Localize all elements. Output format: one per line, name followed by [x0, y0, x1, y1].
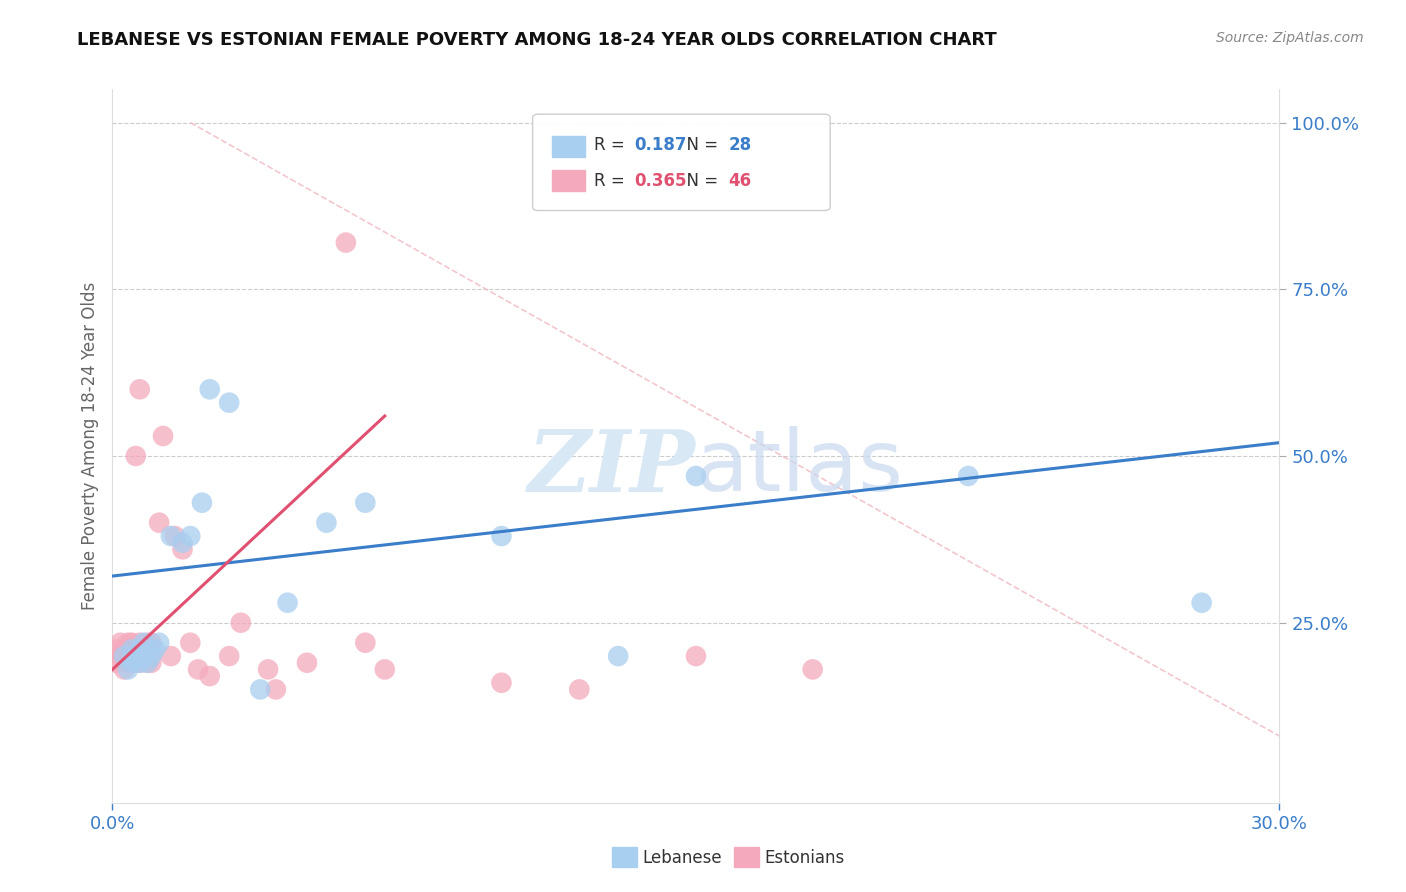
- Point: [132, 649, 155, 664]
- Point: [685, 469, 707, 483]
- Text: R =: R =: [595, 136, 630, 153]
- Point: [315, 516, 337, 530]
- Point: [143, 642, 166, 657]
- Point: [121, 656, 143, 670]
- Point: [112, 649, 135, 664]
- Point: [148, 516, 170, 530]
- Point: [112, 642, 135, 657]
- Point: [172, 535, 194, 549]
- Point: [136, 636, 159, 650]
- Point: [179, 636, 201, 650]
- Point: [121, 636, 143, 650]
- Point: [229, 615, 252, 630]
- Text: 0.187: 0.187: [634, 136, 686, 153]
- Point: [125, 649, 148, 664]
- Point: [148, 636, 170, 650]
- Bar: [553, 136, 585, 157]
- Text: 0.365: 0.365: [634, 171, 686, 189]
- Point: [141, 656, 163, 670]
- Point: [685, 649, 707, 664]
- Text: ZIP: ZIP: [529, 425, 696, 509]
- Point: [112, 662, 135, 676]
- Text: N =: N =: [676, 171, 724, 189]
- Point: [141, 642, 163, 657]
- Point: [117, 649, 139, 664]
- Point: [607, 649, 630, 664]
- Point: [121, 656, 143, 670]
- Point: [141, 636, 163, 650]
- Text: LEBANESE VS ESTONIAN FEMALE POVERTY AMONG 18-24 YEAR OLDS CORRELATION CHART: LEBANESE VS ESTONIAN FEMALE POVERTY AMON…: [77, 31, 997, 49]
- Point: [295, 656, 318, 670]
- Point: [264, 682, 287, 697]
- Point: [801, 662, 824, 676]
- Point: [152, 429, 174, 443]
- Text: 46: 46: [728, 171, 752, 189]
- Point: [128, 642, 150, 657]
- Point: [276, 596, 298, 610]
- Point: [198, 382, 221, 396]
- Point: [110, 649, 132, 664]
- Point: [125, 642, 148, 657]
- Point: [354, 636, 377, 650]
- Point: [128, 656, 150, 670]
- Point: [335, 235, 357, 250]
- Point: [163, 529, 186, 543]
- Text: atlas: atlas: [696, 425, 904, 509]
- Point: [132, 642, 155, 657]
- Point: [128, 636, 150, 650]
- Point: [117, 636, 139, 650]
- Point: [187, 662, 209, 676]
- Point: [128, 382, 150, 396]
- Text: R =: R =: [595, 171, 630, 189]
- FancyBboxPatch shape: [533, 114, 830, 211]
- Point: [957, 469, 980, 483]
- Point: [132, 649, 155, 664]
- Point: [257, 662, 280, 676]
- Text: Lebanese: Lebanese: [643, 849, 723, 867]
- Point: [110, 636, 132, 650]
- Point: [1191, 596, 1213, 610]
- Point: [249, 682, 271, 697]
- Point: [218, 395, 240, 409]
- Point: [160, 529, 183, 543]
- Point: [218, 649, 240, 664]
- Point: [141, 649, 163, 664]
- Point: [125, 449, 148, 463]
- Point: [354, 496, 377, 510]
- Point: [105, 642, 128, 657]
- Point: [121, 649, 143, 664]
- Point: [198, 669, 221, 683]
- Point: [132, 636, 155, 650]
- Point: [136, 656, 159, 670]
- Point: [491, 675, 513, 690]
- Text: 28: 28: [728, 136, 752, 153]
- Point: [121, 642, 143, 657]
- Point: [117, 656, 139, 670]
- Point: [491, 529, 513, 543]
- Point: [105, 656, 128, 670]
- Point: [374, 662, 396, 676]
- Point: [172, 542, 194, 557]
- Y-axis label: Female Poverty Among 18-24 Year Olds: Female Poverty Among 18-24 Year Olds: [80, 282, 98, 610]
- Bar: [553, 169, 585, 191]
- Point: [136, 656, 159, 670]
- Point: [179, 529, 201, 543]
- Text: Estonians: Estonians: [765, 849, 845, 867]
- Point: [568, 682, 591, 697]
- Text: Source: ZipAtlas.com: Source: ZipAtlas.com: [1216, 31, 1364, 45]
- Point: [141, 649, 163, 664]
- Point: [160, 649, 183, 664]
- Point: [125, 656, 148, 670]
- Point: [191, 496, 214, 510]
- Point: [117, 662, 139, 676]
- Text: N =: N =: [676, 136, 724, 153]
- Point: [128, 656, 150, 670]
